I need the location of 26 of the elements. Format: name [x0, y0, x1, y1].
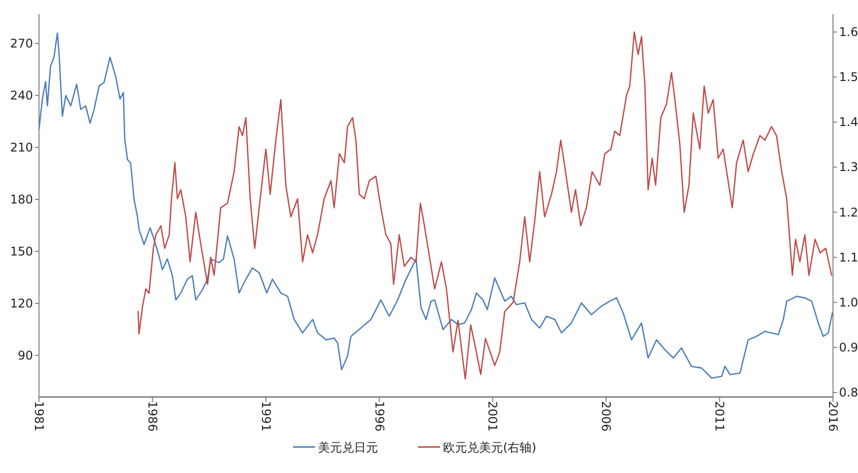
- x-tick-label: 2006: [599, 401, 614, 432]
- legend-label: 欧元兑美元(右轴): [443, 440, 536, 454]
- y-tick-label: 210: [10, 140, 33, 154]
- y-tick-label: 150: [10, 244, 33, 258]
- x-tick-label: 1981: [32, 401, 46, 432]
- x-tick-label: 2011: [712, 401, 727, 432]
- x-tick-label: 1986: [145, 401, 160, 432]
- y2-tick-label: 1.1: [839, 250, 858, 264]
- y-tick-label: 240: [10, 88, 33, 102]
- y2-tick-label: 1.4: [839, 115, 858, 130]
- legend-label: 美元兑日元: [318, 440, 378, 454]
- y-tick-label: 120: [10, 296, 33, 310]
- y2-tick-label: 1.3: [839, 160, 858, 174]
- y2-tick-label: 1.5: [839, 70, 858, 84]
- y2-tick-label: 1.6: [839, 25, 858, 40]
- y2-tick-label: 0.8: [839, 385, 858, 400]
- y-tick-label: 180: [10, 192, 33, 206]
- x-tick-label: 2001: [486, 401, 500, 432]
- x-tick-label: 1991: [258, 401, 273, 432]
- x-tick-label: 2016: [826, 401, 840, 432]
- y2-tick-label: 1.0: [839, 295, 858, 310]
- y2-tick-label: 1.2: [839, 205, 858, 220]
- y-tick-label: 90: [18, 348, 33, 362]
- x-tick-label: 1996: [372, 401, 386, 432]
- y2-tick-label: 0.9: [839, 340, 858, 354]
- y-tick-label: 270: [10, 36, 33, 50]
